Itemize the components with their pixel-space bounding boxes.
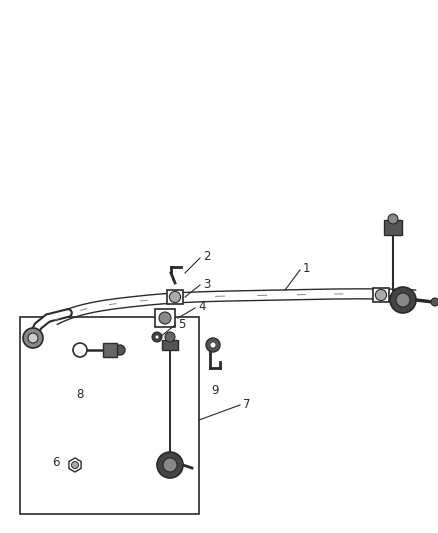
Circle shape	[157, 452, 183, 478]
Text: 5: 5	[178, 318, 185, 330]
Circle shape	[375, 289, 387, 301]
Circle shape	[165, 332, 175, 342]
Circle shape	[115, 345, 125, 355]
Circle shape	[431, 298, 438, 306]
Circle shape	[28, 333, 38, 343]
Text: 6: 6	[53, 456, 60, 470]
Text: 7: 7	[243, 398, 251, 410]
Circle shape	[152, 332, 162, 342]
Circle shape	[159, 312, 171, 324]
Circle shape	[71, 462, 78, 469]
Bar	[373, 288, 389, 302]
Circle shape	[396, 293, 410, 307]
Circle shape	[155, 335, 159, 339]
Circle shape	[390, 287, 416, 313]
Text: 8: 8	[76, 389, 84, 401]
Bar	[103, 343, 117, 357]
Text: 3: 3	[203, 278, 210, 290]
Circle shape	[73, 343, 87, 357]
Text: 2: 2	[203, 251, 211, 263]
Bar	[167, 290, 183, 304]
Text: 4: 4	[198, 301, 205, 313]
Text: 1: 1	[303, 262, 311, 274]
Bar	[162, 340, 178, 350]
Bar	[20, 317, 199, 514]
Circle shape	[210, 342, 216, 348]
Polygon shape	[69, 458, 81, 472]
Circle shape	[170, 292, 180, 303]
Circle shape	[163, 458, 177, 472]
Circle shape	[388, 214, 398, 224]
Circle shape	[206, 338, 220, 352]
Text: 9: 9	[211, 384, 219, 397]
Circle shape	[23, 328, 43, 348]
Bar	[155, 309, 175, 327]
Bar	[384, 220, 402, 235]
